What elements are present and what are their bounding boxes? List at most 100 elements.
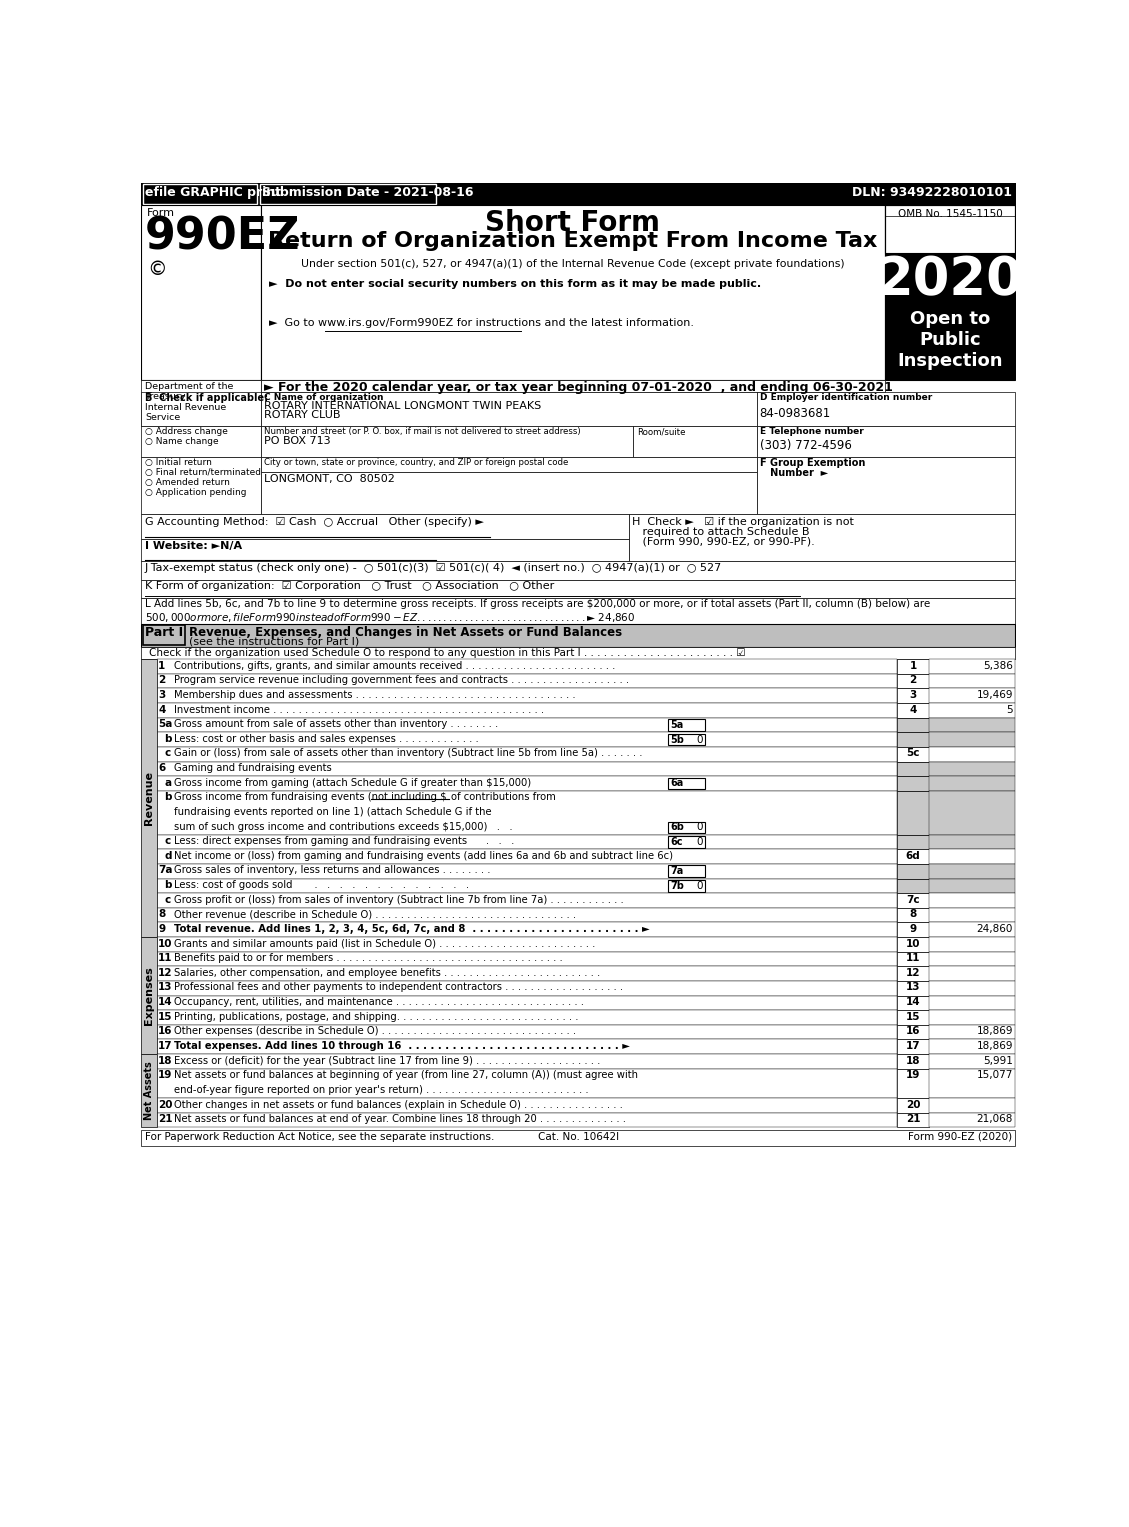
Text: Less: cost or other basis and sales expenses . . . . . . . . . . . . .: Less: cost or other basis and sales expe…	[174, 734, 479, 744]
Text: 5: 5	[1006, 704, 1013, 715]
Bar	[157, 689, 896, 702]
Bar	[668, 822, 706, 834]
Text: Salaries, other compensation, and employee benefits . . . . . . . . . . . . . . : Salaries, other compensation, and employ…	[174, 968, 599, 977]
Text: E Telephone number: E Telephone number	[760, 428, 864, 437]
Text: 17: 17	[158, 1041, 173, 1051]
Text: ○ Amended return: ○ Amended return	[145, 478, 230, 487]
Bar	[929, 951, 1015, 967]
Text: 18,869: 18,869	[977, 1041, 1013, 1051]
Text: 2020: 2020	[877, 253, 1024, 305]
Text: 3: 3	[158, 690, 166, 699]
Text: Cat. No. 10642I: Cat. No. 10642I	[539, 1132, 619, 1142]
Bar	[141, 623, 1015, 647]
Bar	[896, 864, 929, 878]
Text: 15: 15	[158, 1012, 173, 1022]
Text: fundraising events reported on line 1) (attach Schedule G if the: fundraising events reported on line 1) (…	[174, 806, 491, 817]
Bar	[157, 849, 896, 864]
Bar	[896, 689, 929, 702]
Bar	[157, 791, 896, 835]
Text: 2: 2	[158, 675, 166, 686]
Text: Gain or (loss) from sale of assets other than inventory (Subtract line 5b from l: Gain or (loss) from sale of assets other…	[174, 748, 642, 759]
Bar	[885, 252, 1015, 302]
Bar	[141, 515, 629, 539]
Text: Total revenue. Add lines 1, 2, 3, 4, 5c, 6d, 7c, and 8  . . . . . . . . . . . . : Total revenue. Add lines 1, 2, 3, 4, 5c,…	[174, 924, 649, 935]
Bar	[758, 392, 1015, 426]
Text: Gross amount from sale of assets other than inventory . . . . . . . .: Gross amount from sale of assets other t…	[174, 719, 498, 730]
Bar	[929, 747, 1015, 762]
Text: 1: 1	[158, 661, 166, 670]
Bar	[929, 1069, 1015, 1098]
Text: Excess or (deficit) for the year (Subtract line 17 from line 9) . . . . . . . . : Excess or (deficit) for the year (Subtra…	[174, 1055, 599, 1066]
Text: 2: 2	[909, 675, 917, 686]
Bar	[157, 1025, 896, 1040]
Bar	[668, 880, 706, 892]
Text: 5,386: 5,386	[983, 661, 1013, 670]
Bar	[157, 1069, 896, 1098]
Bar	[157, 733, 896, 747]
Bar	[896, 938, 929, 951]
Text: 6c: 6c	[671, 837, 683, 847]
Text: Gaming and fundraising events: Gaming and fundraising events	[174, 764, 332, 773]
Text: 17: 17	[905, 1041, 920, 1051]
Text: (Form 990, 990-EZ, or 990-PF).: (Form 990, 990-EZ, or 990-PF).	[632, 536, 815, 547]
Text: LONGMONT, CO  80502: LONGMONT, CO 80502	[263, 473, 394, 484]
Text: Net income or (loss) from gaming and fundraising events (add lines 6a and 6b and: Net income or (loss) from gaming and fun…	[174, 851, 673, 861]
Bar	[260, 185, 437, 205]
Text: $500,000 or more, file Form 990 instead of Form 990-EZ . . . . . . . . . . . . .: $500,000 or more, file Form 990 instead …	[145, 611, 636, 623]
Text: 4: 4	[158, 704, 166, 715]
Bar	[141, 426, 261, 457]
Text: b: b	[165, 793, 172, 802]
Text: Net Assets: Net Assets	[143, 1061, 154, 1121]
Bar	[929, 776, 1015, 791]
Text: ► For the 2020 calendar year, or tax year beginning 07-01-2020  , and ending 06-: ► For the 2020 calendar year, or tax yea…	[263, 382, 892, 394]
Text: G Accounting Method:  ☑ Cash  ○ Accrual   Other (specify) ►: G Accounting Method: ☑ Cash ○ Accrual Ot…	[145, 516, 484, 527]
Text: 0: 0	[697, 881, 703, 890]
Text: Other revenue (describe in Schedule O) . . . . . . . . . . . . . . . . . . . . .: Other revenue (describe in Schedule O) .…	[174, 910, 576, 919]
Bar	[896, 747, 929, 762]
Text: Professional fees and other payments to independent contractors . . . . . . . . : Professional fees and other payments to …	[174, 982, 623, 993]
Text: ○ Application pending: ○ Application pending	[145, 489, 246, 498]
Bar	[141, 560, 1015, 580]
Bar	[157, 1011, 896, 1025]
Text: 13: 13	[905, 982, 920, 993]
Bar	[929, 689, 1015, 702]
Bar	[668, 837, 706, 847]
Bar	[668, 734, 706, 745]
Text: 24,860: 24,860	[977, 924, 1013, 935]
Bar	[929, 922, 1015, 938]
Text: 9: 9	[158, 924, 165, 935]
Text: 21,068: 21,068	[977, 1115, 1013, 1124]
Bar	[929, 791, 1015, 835]
Bar	[261, 426, 633, 457]
Text: ©: ©	[147, 260, 167, 279]
Bar	[141, 1054, 157, 1127]
Bar	[157, 835, 896, 849]
Bar	[896, 909, 929, 922]
Bar	[896, 1040, 929, 1054]
Text: 15,077: 15,077	[977, 1070, 1013, 1080]
Bar	[896, 762, 929, 776]
Bar	[896, 1054, 929, 1069]
Bar	[885, 205, 1015, 380]
Text: Contributions, gifts, grants, and similar amounts received . . . . . . . . . . .: Contributions, gifts, grants, and simila…	[174, 661, 615, 670]
Bar	[141, 457, 261, 515]
Text: 5a: 5a	[671, 719, 684, 730]
Bar	[157, 967, 896, 980]
Bar	[157, 762, 896, 776]
Text: 3: 3	[909, 690, 917, 699]
Text: ►  Go to www.irs.gov/Form990EZ for instructions and the latest information.: ► Go to www.irs.gov/Form990EZ for instru…	[269, 318, 694, 328]
Bar	[885, 302, 1015, 380]
Bar	[157, 951, 896, 967]
Text: Revenue, Expenses, and Changes in Net Assets or Fund Balances: Revenue, Expenses, and Changes in Net As…	[190, 626, 622, 638]
Bar	[896, 1113, 929, 1127]
Text: Form 990-EZ (2020): Form 990-EZ (2020)	[908, 1132, 1013, 1142]
Bar	[157, 660, 896, 673]
Text: 6a: 6a	[671, 779, 684, 788]
Bar	[896, 718, 929, 733]
Bar	[157, 938, 896, 951]
Text: Check if the organization used Schedule O to respond to any question in this Par: Check if the organization used Schedule …	[149, 649, 745, 658]
Bar	[929, 718, 1015, 733]
Bar	[157, 909, 896, 922]
Bar	[929, 835, 1015, 849]
Bar	[929, 893, 1015, 909]
